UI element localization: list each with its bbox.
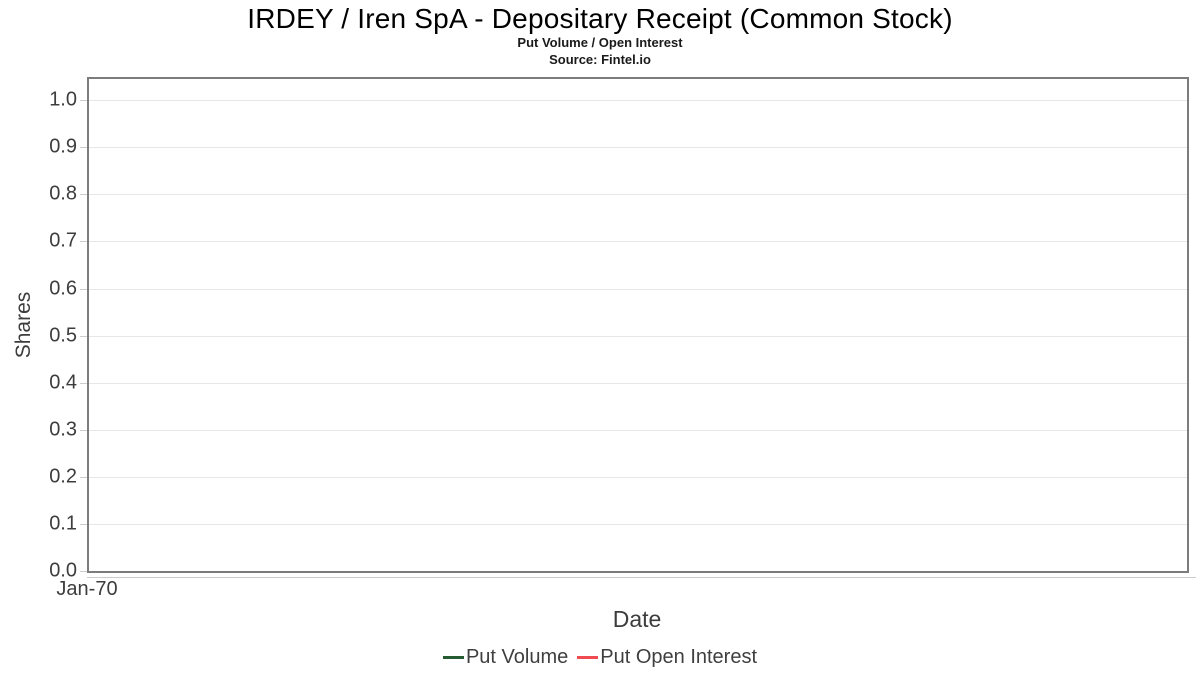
y-gridline xyxy=(89,147,1187,149)
y-gridline xyxy=(89,476,1187,478)
y-tick-label: 0.5 xyxy=(49,324,77,347)
plot-area: 1.0 0.9 0.8 0.7 0.6 0.5 0.4 0.3 0.2 0.1 0.0 xyxy=(49,77,1196,581)
x-tick-label: Jan-70 xyxy=(56,578,118,600)
legend-label: Put Open Interest xyxy=(600,646,758,668)
y-gridline xyxy=(89,288,1187,290)
y-tick-mark xyxy=(80,241,87,243)
chart-subtitle: Put Volume / Open Interest xyxy=(517,35,683,50)
legend-label: Put Volume xyxy=(465,646,569,668)
x-axis-baseline xyxy=(87,577,1196,578)
y-gridline xyxy=(89,194,1187,196)
y-tick-label: 0.7 xyxy=(49,230,77,253)
legend: Put Volume Put Open Interest xyxy=(0,645,1200,669)
y-tick-label: 0.8 xyxy=(49,182,77,205)
y-tick-mark xyxy=(80,571,87,572)
y-tick-label: 0.3 xyxy=(49,418,77,441)
y-tick-label: 0.1 xyxy=(49,512,77,535)
y-tick-label: 0.4 xyxy=(49,371,77,394)
y-gridline xyxy=(89,241,1187,243)
y-tick-label: 0.6 xyxy=(49,277,77,300)
chart-title: IRDEY / Iren SpA - Depositary Receipt (C… xyxy=(247,3,953,34)
y-tick-mark xyxy=(80,100,87,102)
chart-source: Source: Fintel.io xyxy=(549,52,651,67)
x-axis-title: Date xyxy=(612,606,662,632)
y-tick-mark xyxy=(80,194,87,196)
y-tick-mark xyxy=(80,147,87,149)
y-tick-mark xyxy=(80,335,87,337)
legend-line-swatch xyxy=(577,655,599,659)
y-tick-label: 0.9 xyxy=(49,135,77,158)
legend-item-put-open-interest[interactable]: Put Open Interest xyxy=(577,645,757,669)
y-tick-label: 0.0 xyxy=(49,559,77,582)
y-gridline xyxy=(89,100,1187,102)
y-tick-label: 1.0 xyxy=(49,88,77,111)
y-tick-mark xyxy=(80,523,87,525)
legend-line-swatch xyxy=(442,655,464,659)
y-gridline xyxy=(89,335,1187,337)
y-tick-mark xyxy=(80,476,87,478)
y-gridline xyxy=(89,429,1187,431)
legend-item-put-volume[interactable]: Put Volume xyxy=(442,645,569,669)
y-tick-mark xyxy=(80,429,87,431)
y-tick-mark xyxy=(80,288,87,290)
y-gridline xyxy=(89,523,1187,525)
y-gridline xyxy=(89,382,1187,384)
y-tick-mark xyxy=(80,382,87,384)
y-tick-label: 0.2 xyxy=(49,465,77,488)
